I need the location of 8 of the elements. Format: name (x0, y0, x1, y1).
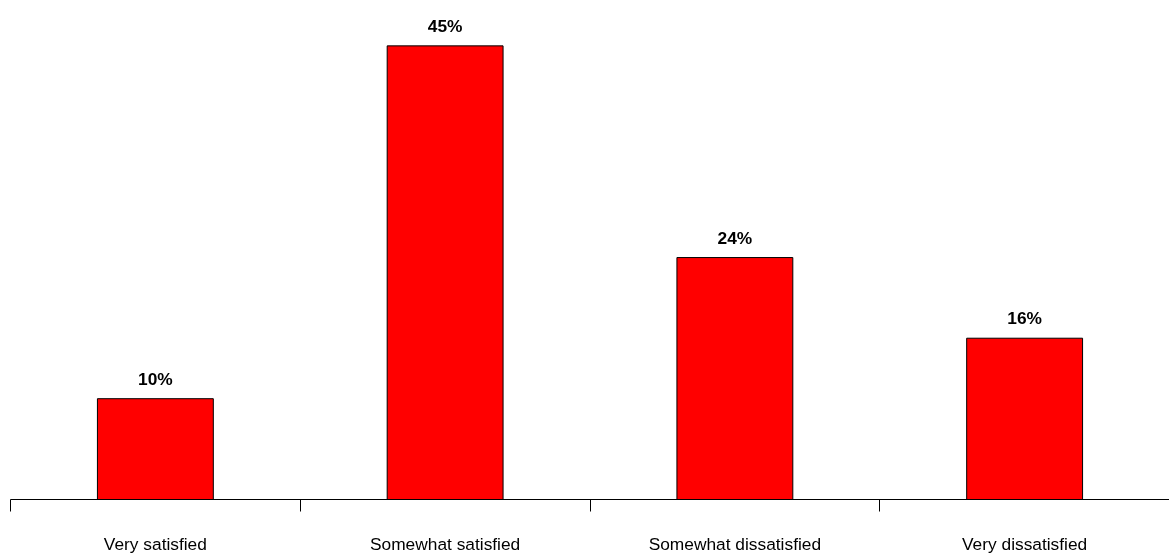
data-label: 10% (138, 368, 173, 389)
x-tick-label: Very dissatisfied (962, 533, 1088, 554)
data-label: 16% (1007, 308, 1042, 329)
data-label: 45% (427, 15, 463, 36)
x-tick-label: Somewhat satisfied (370, 533, 521, 554)
x-tick-label: Somewhat dissatisfied (648, 533, 822, 554)
data-label: 24% (717, 227, 753, 248)
x-tick-label: Very satisfied (103, 533, 207, 554)
